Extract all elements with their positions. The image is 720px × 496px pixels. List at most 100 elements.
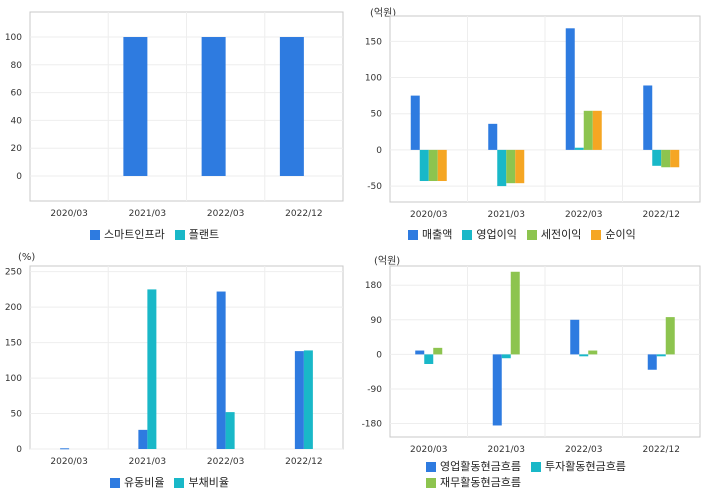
bar-2-0-0 [60, 448, 70, 450]
legend-item: 투자활동현금흐름 [530, 460, 626, 474]
y-tick-label: 100 [365, 74, 382, 84]
legend-swatch [110, 478, 120, 488]
legend-item: 부채비율 [174, 476, 229, 490]
bar-1-0-3 [643, 85, 653, 150]
bar-1-2-2 [583, 110, 593, 150]
chart-legend: 매출액 영업이익 세전이익 순이익 [408, 228, 708, 244]
legend-swatch [174, 478, 185, 488]
chart-legend: 스마트인프라 플랜트 [90, 228, 350, 244]
legend-swatch [526, 230, 537, 240]
bar-0-0-2 [201, 37, 226, 176]
bar-0-0-1 [123, 37, 148, 176]
bar-3-0-3 [647, 354, 657, 370]
bar-1-0-0 [410, 95, 420, 150]
bar-3-2-1 [510, 271, 520, 355]
y-tick-label: 80 [11, 61, 23, 71]
bar-2-0-2 [216, 291, 226, 449]
bar-3-1-2 [579, 354, 589, 357]
y-tick-label: 0 [16, 172, 22, 182]
y-tick-label: -90 [367, 385, 382, 395]
x-tick-label: 2022/03 [565, 445, 602, 455]
bar-1-3-0 [437, 149, 447, 182]
bar-3-2-3 [665, 317, 675, 355]
bar-3-1-0 [424, 354, 434, 364]
chart-panel-business-segments: 0 20 40 60 80 100 2020/03 2021/03 2022/03 2022/12… [0, 0, 360, 248]
chart-legend: 유동비율 부채비율 [110, 476, 350, 492]
legend-label: 부채비율 [188, 476, 229, 489]
legend-item: 스마트인프라 [90, 228, 165, 242]
bar-1-2-1 [506, 149, 516, 184]
bar-1-2-0 [428, 149, 438, 182]
bar-3-1-1 [501, 354, 511, 359]
bar-1-1-2 [574, 147, 584, 150]
bar-3-2-2 [588, 350, 598, 355]
y-tick-label: 0 [16, 445, 22, 455]
legend-item: 플랜트 [174, 228, 220, 242]
x-tick-label: 2022/12 [285, 457, 322, 467]
y-tick-label: 100 [5, 33, 22, 43]
y-tick-label: 100 [5, 374, 22, 384]
chart-income: -50 0 50 100 150 2020/03 2021/03 2022/03 2022/12 [365, 15, 701, 220]
legend-item: 매출액 [408, 228, 452, 242]
bar-0-0-3 [279, 37, 304, 176]
y-tick-label: 0 [376, 146, 382, 156]
bar-1-2-3 [661, 149, 671, 168]
bar-3-0-2 [570, 319, 580, 355]
y-tick-label: 150 [365, 37, 382, 47]
legend-label: 스마트인프라 [104, 228, 165, 241]
y-tick-label: 90 [371, 316, 383, 326]
legend-label: 순이익 [605, 228, 636, 241]
legend-label: 유동비율 [124, 476, 165, 489]
chart-business-segments: 0 20 40 60 80 100 2020/03 2021/03 2022/03 2022/12 [5, 11, 344, 219]
x-tick-label: 2021/03 [129, 209, 166, 219]
bar-3-2-0 [433, 347, 443, 355]
chart-panel-cashflow: (억원) -180 -90 0 90 180 2020/03 2021/03 2022/03 2… [360, 248, 720, 496]
chart-panel-ratios: (%) 0 50 100 150 200 250 2020/03 2021/03 2022/03… [0, 248, 360, 496]
y-tick-label: 0 [376, 350, 382, 360]
y-tick-label: 20 [11, 144, 23, 154]
bar-3-0-0 [415, 350, 425, 355]
x-tick-label: 2022/03 [207, 209, 244, 219]
chart-unit-label: (%) [18, 252, 36, 263]
x-tick-label: 2022/12 [285, 209, 322, 219]
legend-item: 영업활동현금흐름 [426, 460, 521, 474]
legend-label: 세전이익 [540, 228, 582, 241]
x-tick-label: 2020/03 [50, 209, 87, 219]
legend-swatch [408, 230, 418, 240]
legend-label: 플랜트 [188, 228, 220, 241]
bar-3-0-1 [492, 354, 502, 426]
chart-unit-label: (억원) [370, 8, 397, 19]
legend-swatch [426, 478, 436, 488]
y-tick-label: 200 [5, 303, 22, 313]
x-tick-label: 2022/03 [207, 457, 244, 467]
legend-item: 순이익 [591, 228, 636, 242]
y-tick-label: 50 [11, 410, 23, 420]
bar-2-0-3 [294, 351, 304, 449]
y-tick-label: 250 [5, 268, 22, 278]
legend-item: 유동비율 [110, 476, 164, 490]
x-tick-label: 2022/12 [643, 210, 680, 220]
legend-swatch [174, 230, 185, 240]
legend-label: 영업활동현금흐름 [440, 460, 521, 473]
x-tick-label: 2020/03 [410, 210, 447, 220]
legend-label: 투자활동현금흐름 [544, 460, 626, 473]
x-tick-label: 2022/12 [643, 445, 680, 455]
chart-ratios: 0 50 100 150 200 250 2020/03 2021/03 2022/03 2022… [5, 265, 344, 467]
chart-unit-label: (억원) [374, 256, 401, 267]
bar-2-0-1 [138, 429, 148, 449]
legend-swatch [530, 462, 541, 472]
bar-2-1-1 [147, 289, 157, 449]
legend-item: 재무활동현금흐름 [426, 476, 521, 490]
bar-1-1-0 [419, 149, 429, 182]
y-tick-label: 180 [365, 281, 382, 291]
legend-swatch [462, 230, 473, 240]
y-tick-label: -50 [367, 182, 382, 192]
legend-swatch [426, 462, 436, 472]
y-tick-label: 60 [11, 89, 23, 99]
legend-label: 매출액 [422, 228, 453, 241]
bar-2-1-2 [225, 412, 235, 449]
legend-swatch [90, 230, 100, 240]
bar-3-1-3 [656, 354, 666, 357]
y-tick-label: 150 [5, 339, 22, 349]
